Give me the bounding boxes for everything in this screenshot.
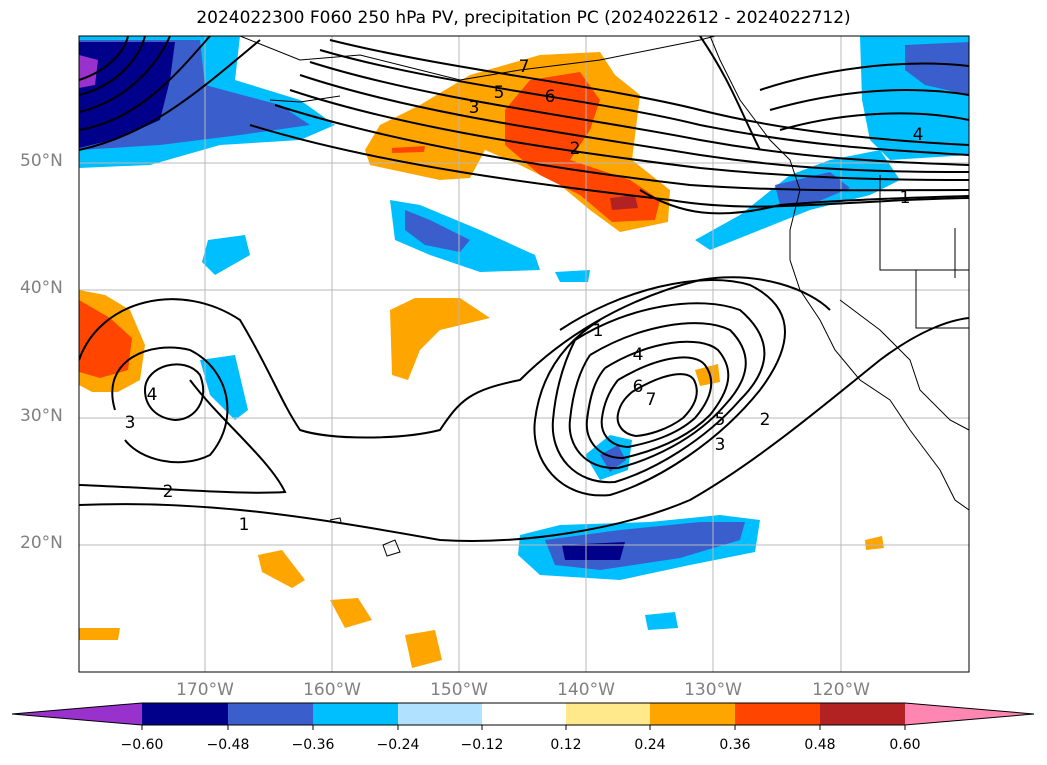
lon-label: 160°W (303, 680, 361, 700)
lat-label: 30°N (20, 406, 63, 426)
contour-label: 1 (593, 321, 604, 341)
contour-label: 4 (147, 385, 158, 405)
lat-label: 20°N (20, 533, 63, 553)
colorbar-tick-label: 0.24 (634, 737, 666, 753)
precip-positive-anomalies (79, 52, 884, 668)
map-title: 2024022300 F060 250 hPa PV, precipitatio… (196, 8, 851, 28)
lon-label: 170°W (176, 680, 234, 700)
lon-label: 120°W (812, 680, 870, 700)
colorbar-tick-label: −0.12 (460, 737, 504, 753)
contour-label: 4 (913, 125, 924, 145)
contour-label: 2 (760, 410, 771, 430)
contour-label: 3 (125, 413, 136, 433)
lat-label: 40°N (20, 278, 63, 298)
contour-label: 5 (494, 83, 505, 103)
contour-label: 1 (239, 515, 250, 535)
colorbar-tick-label: 0.48 (804, 737, 836, 753)
contour-label: 7 (646, 390, 657, 410)
colorbar-tick-label: −0.60 (120, 737, 164, 753)
contour-label: 6 (545, 87, 556, 107)
lon-label: 150°W (430, 680, 488, 700)
lat-label: 50°N (20, 151, 63, 171)
contour-label: 1 (900, 188, 911, 208)
pv-contours (79, 36, 969, 542)
colorbar-tick-label: −0.48 (206, 737, 250, 753)
contour-label: 2 (163, 482, 174, 502)
colorbar (11, 702, 1035, 730)
lon-label: 130°W (684, 680, 742, 700)
colorbar-tick-label: 0.60 (889, 737, 921, 753)
colorbar-tick-label: −0.36 (291, 737, 335, 753)
map-frame (78, 35, 970, 673)
contour-label: 3 (715, 435, 726, 455)
contour-label: 5 (715, 410, 726, 430)
lon-label: 140°W (557, 680, 615, 700)
contour-label: 7 (519, 57, 530, 77)
colorbar-tick-label: 0.36 (719, 737, 751, 753)
coastlines (239, 36, 969, 557)
contour-labels: 7 6 5 4 3 2 1 1 4 6 7 5 3 2 3 4 2 1 (125, 57, 924, 535)
colorbar-extend-min (12, 703, 142, 725)
contour-label: 3 (469, 98, 480, 118)
colorbar-tick-label: −0.24 (376, 737, 420, 753)
colorbar-tick-label: 0.12 (550, 737, 582, 753)
colorbar-extend-max (905, 703, 1034, 725)
contour-label: 2 (570, 139, 581, 159)
contour-label: 4 (633, 345, 644, 365)
contour-label: 6 (633, 377, 644, 397)
